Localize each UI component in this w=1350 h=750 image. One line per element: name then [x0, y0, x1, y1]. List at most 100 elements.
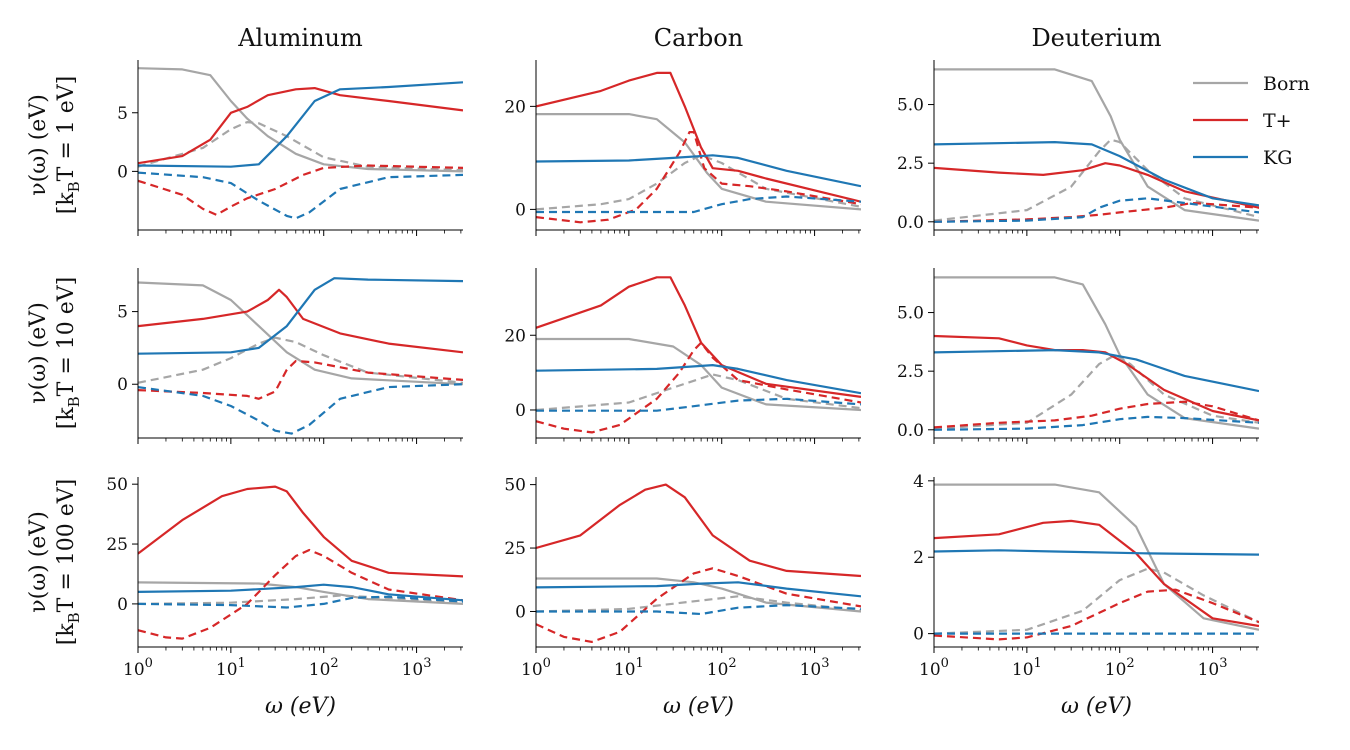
column-title: Carbon [654, 24, 743, 52]
x-tick-exponent: 2 [728, 656, 736, 671]
series-group [934, 483, 1259, 641]
x-tick-exponent: 0 [145, 656, 153, 671]
x-tick-exponent: 1 [636, 656, 644, 671]
series-tplus-imag [536, 341, 861, 434]
series-tplus-imag [536, 131, 861, 224]
series-group [138, 277, 463, 435]
y-tick-label: 2 [913, 548, 924, 568]
y-tick-label: 5.0 [897, 304, 924, 324]
series-tplus-real [934, 162, 1259, 209]
temp-prefix: [k [54, 192, 79, 215]
series-born-imag [138, 336, 463, 384]
x-tick-label: 101 [1012, 656, 1042, 680]
y-tick-label: 20 [504, 326, 526, 346]
y-tick-label: 50 [106, 475, 128, 495]
series-kg-real [934, 549, 1259, 556]
series-tplus-imag [138, 164, 463, 216]
x-tick-base: 10 [1012, 660, 1034, 680]
x-tick-label: 102 [309, 656, 339, 680]
series-kg-imag [138, 383, 463, 435]
series-born-imag [536, 595, 861, 613]
x-tick-label: 101 [614, 656, 644, 680]
y-axis-label-line2: [kBT = 100 eV] [54, 479, 83, 646]
x-tick-base: 10 [123, 660, 145, 680]
series-group [138, 485, 463, 640]
series-born-imag [934, 138, 1259, 222]
x-tick-base: 10 [800, 660, 822, 680]
subplot-2-2: 0 20 [504, 268, 861, 444]
series-born-real [536, 337, 861, 412]
temp-subscript: B [65, 396, 83, 407]
series-tplus-real [934, 519, 1259, 628]
y-tick-label: 25 [106, 535, 128, 555]
x-tick-exponent: 3 [821, 656, 829, 671]
x-tick-label: 101 [216, 656, 246, 680]
x-tick-label: 100 [123, 656, 153, 680]
series-born-real [138, 281, 463, 386]
y-tick-label: 2.5 [897, 154, 924, 174]
x-tick-label: 102 [707, 656, 737, 680]
temp-prefix: [k [54, 407, 79, 430]
series-born-imag [138, 121, 463, 172]
series-kg-real [536, 581, 861, 598]
series-kg-real [934, 349, 1259, 393]
series-group [934, 276, 1259, 431]
series-kg-imag [536, 195, 861, 214]
series-tplus-real [138, 87, 463, 165]
series-kg-real [138, 277, 463, 355]
subplot-1-3: 0.0 2.5 5.0 Deuterium [897, 24, 1259, 236]
series-born-real [138, 581, 463, 605]
temp-subscript: B [65, 612, 83, 623]
y-axis-label-line2: [kBT = 10 eV] [54, 277, 83, 430]
y-axis-label-row-2: ν(ω) (eV)[kBT = 10 eV] [26, 277, 83, 430]
y-tick-label: 0 [117, 595, 128, 615]
x-tick-base: 10 [1198, 660, 1220, 680]
series-kg-imag [536, 604, 861, 616]
temp-subscript: B [65, 181, 83, 192]
y-axis-label-row-3: ν(ω) (eV)[kBT = 100 eV] [26, 479, 83, 646]
series-kg-real [536, 364, 861, 395]
x-tick-label: 100 [521, 656, 551, 680]
series-kg-real [138, 81, 463, 168]
x-tick-base: 10 [216, 660, 238, 680]
x-tick-exponent: 1 [1034, 656, 1042, 671]
y-tick-label: 0.0 [897, 421, 924, 441]
x-tick-label: 100 [919, 656, 949, 680]
y-axis-label-line1: ν(ω) (eV) [26, 94, 51, 196]
series-born-real [934, 276, 1259, 430]
y-tick-label: 2.5 [897, 362, 924, 382]
y-axis-label-line1: ν(ω) (eV) [26, 302, 51, 404]
series-tplus-real [934, 334, 1259, 422]
y-tick-label: 0 [515, 200, 526, 220]
subplot-2-1: 05 [117, 268, 463, 444]
temp-value: T = 1 eV] [54, 76, 79, 182]
legend: Born T+ KG [1193, 73, 1310, 169]
x-tick-exponent: 3 [423, 656, 431, 671]
series-tplus-real [536, 483, 861, 578]
legend-label: Born [1263, 73, 1310, 95]
x-tick-base: 10 [309, 660, 331, 680]
y-tick-label: 0 [515, 401, 526, 421]
x-tick-exponent: 1 [238, 656, 246, 671]
x-tick-exponent: 3 [1219, 656, 1227, 671]
temp-prefix: [k [54, 623, 79, 646]
x-tick-label: 103 [800, 656, 830, 680]
y-tick-label: 0 [117, 162, 128, 182]
temp-value: T = 10 eV] [54, 277, 79, 397]
series-born-imag [138, 594, 463, 605]
y-tick-label: 0.0 [897, 213, 924, 233]
x-tick-exponent: 2 [1126, 656, 1134, 671]
x-tick-base: 10 [614, 660, 636, 680]
series-born-imag [536, 373, 861, 412]
legend-label: KG [1263, 147, 1292, 169]
y-tick-label: 50 [504, 476, 526, 496]
series-kg-real [934, 141, 1259, 207]
y-tick-label: 4 [913, 472, 924, 492]
x-tick-label: 102 [1105, 656, 1135, 680]
x-tick-base: 10 [1105, 660, 1127, 680]
temp-value: T = 100 eV] [54, 479, 79, 613]
x-tick-exponent: 2 [330, 656, 338, 671]
